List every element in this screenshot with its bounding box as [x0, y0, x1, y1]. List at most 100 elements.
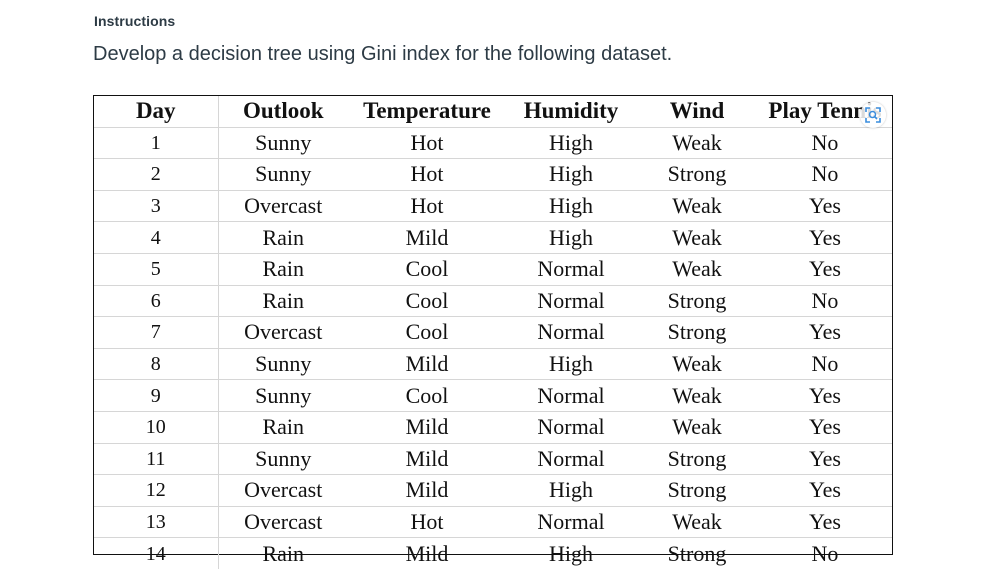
cell-play-tennis: Yes	[758, 253, 892, 286]
table-row: 1 Sunny Hot High Weak No	[94, 127, 892, 160]
cell-outlook: Rain	[218, 411, 348, 444]
cell-day: 6	[94, 285, 219, 318]
cell-play-tennis: No	[758, 127, 892, 160]
cell-wind: Weak	[636, 127, 758, 160]
cell-play-tennis: No	[758, 158, 892, 191]
cell-day: 2	[94, 158, 219, 191]
table-row: 13 Overcast Hot Normal Weak Yes	[94, 506, 892, 539]
cell-humidity: High	[506, 158, 636, 191]
header-temperature: Temperature	[348, 96, 506, 128]
table-row: 8 Sunny Mild High Weak No	[94, 348, 892, 381]
header-humidity: Humidity	[506, 96, 636, 128]
cell-temperature: Mild	[348, 443, 506, 476]
cell-outlook: Sunny	[218, 158, 348, 191]
cell-outlook: Sunny	[218, 443, 348, 476]
cell-play-tennis: No	[811, 540, 839, 566]
cell-temperature: Mild	[348, 348, 506, 381]
cell-play-tennis: Yes	[758, 411, 892, 444]
table-row: 3 Overcast Hot High Weak Yes	[94, 190, 892, 223]
cell-day: 7	[94, 316, 219, 349]
cell-play-tennis: Yes	[758, 190, 892, 223]
cell-wind: Weak	[636, 190, 758, 223]
cell-play-tennis: Yes	[758, 379, 892, 412]
cell-temperature: Cool	[348, 316, 506, 349]
cell-day: 1	[94, 127, 219, 160]
cell-wind: Strong	[636, 443, 758, 476]
cell-outlook: Sunny	[218, 127, 348, 160]
cell-temperature: Mild	[348, 221, 506, 254]
cell-outlook: Overcast	[218, 474, 348, 507]
table-row: 6 Rain Cool Normal Strong No	[94, 285, 892, 318]
cell-temperature: Mild	[348, 474, 506, 507]
cell-day: 13	[94, 506, 219, 539]
cell-temperature: Hot	[348, 127, 506, 160]
cell-wind: Weak	[636, 379, 758, 412]
table-row: 2 Sunny Hot High Strong No	[94, 158, 892, 191]
cell-humidity: High	[506, 127, 636, 160]
table-header-row: Day Outlook Temperature Humidity Wind Pl…	[94, 96, 892, 128]
cell-humidity: Normal	[506, 506, 636, 539]
cell-humidity: High	[506, 190, 636, 223]
zoom-image-button[interactable]	[860, 102, 886, 128]
cell-day: 14	[94, 537, 219, 569]
cell-outlook: Rain	[218, 221, 348, 254]
question-prompt: Develop a decision tree using Gini index…	[93, 43, 673, 65]
cell-temperature: Hot	[348, 190, 506, 223]
cell-humidity: High	[506, 221, 636, 254]
cell-temperature: Mild	[348, 411, 506, 444]
cell-day: 8	[94, 348, 219, 381]
dataset-table-image: Day Outlook Temperature Humidity Wind Pl…	[93, 95, 893, 569]
cell-day: 10	[94, 411, 219, 444]
cell-wind: Weak	[636, 506, 758, 539]
cell-day: 12	[94, 474, 219, 507]
cell-outlook: Sunny	[218, 348, 348, 381]
cell-wind: Strong	[636, 285, 758, 318]
cell-wind: Strong	[636, 316, 758, 349]
cell-day: 4	[94, 221, 219, 254]
cell-play-tennis: Yes	[758, 316, 892, 349]
cell-play-tennis: Yes	[758, 221, 892, 254]
cell-day: 9	[94, 379, 219, 412]
cell-humidity: Normal	[506, 253, 636, 286]
cell-temperature: Cool	[348, 253, 506, 286]
table-row: 5 Rain Cool Normal Weak Yes	[94, 253, 892, 286]
table-row: 10 Rain Mild Normal Weak Yes	[94, 411, 892, 444]
cell-humidity: High	[506, 474, 636, 507]
cell-wind: Weak	[636, 221, 758, 254]
cell-play-tennis: Yes	[758, 474, 892, 507]
table-row: 11 Sunny Mild Normal Strong Yes	[94, 443, 892, 476]
table-row: 14 Rain Mild High Strong No	[94, 537, 892, 569]
cell-wind: Weak	[636, 348, 758, 381]
dataset-table: Day Outlook Temperature Humidity Wind Pl…	[94, 96, 892, 569]
cell-outlook: Sunny	[218, 379, 348, 412]
header-day: Day	[94, 96, 219, 128]
table-row: 12 Overcast Mild High Strong Yes	[94, 474, 892, 507]
cell-temperature: Hot	[348, 506, 506, 539]
cell-humidity: Normal	[506, 411, 636, 444]
cell-outlook: Rain	[262, 540, 305, 566]
cell-wind: Strong	[636, 474, 758, 507]
cell-humidity: High	[506, 348, 636, 381]
cell-temperature: Mild	[405, 540, 449, 566]
cell-play-tennis: No	[758, 348, 892, 381]
cell-play-tennis: Yes	[758, 506, 892, 539]
cell-outlook: Rain	[218, 285, 348, 318]
cell-temperature: Cool	[348, 285, 506, 318]
cell-humidity: Normal	[506, 443, 636, 476]
cell-outlook: Overcast	[218, 506, 348, 539]
cell-day: 3	[94, 190, 219, 223]
cell-wind: Strong	[636, 158, 758, 191]
cell-humidity: Normal	[506, 379, 636, 412]
table-row: 7 Overcast Cool Normal Strong Yes	[94, 316, 892, 349]
cell-humidity: Normal	[506, 285, 636, 318]
cell-wind: Strong	[667, 540, 727, 566]
cell-outlook: Overcast	[218, 316, 348, 349]
header-outlook: Outlook	[218, 96, 348, 128]
header-wind: Wind	[636, 96, 758, 128]
table-row: 9 Sunny Cool Normal Weak Yes	[94, 379, 892, 412]
table-row: 4 Rain Mild High Weak Yes	[94, 221, 892, 254]
cell-temperature: Cool	[348, 379, 506, 412]
cell-day: 11	[94, 443, 219, 476]
cell-temperature: Hot	[348, 158, 506, 191]
cell-outlook: Overcast	[218, 190, 348, 223]
